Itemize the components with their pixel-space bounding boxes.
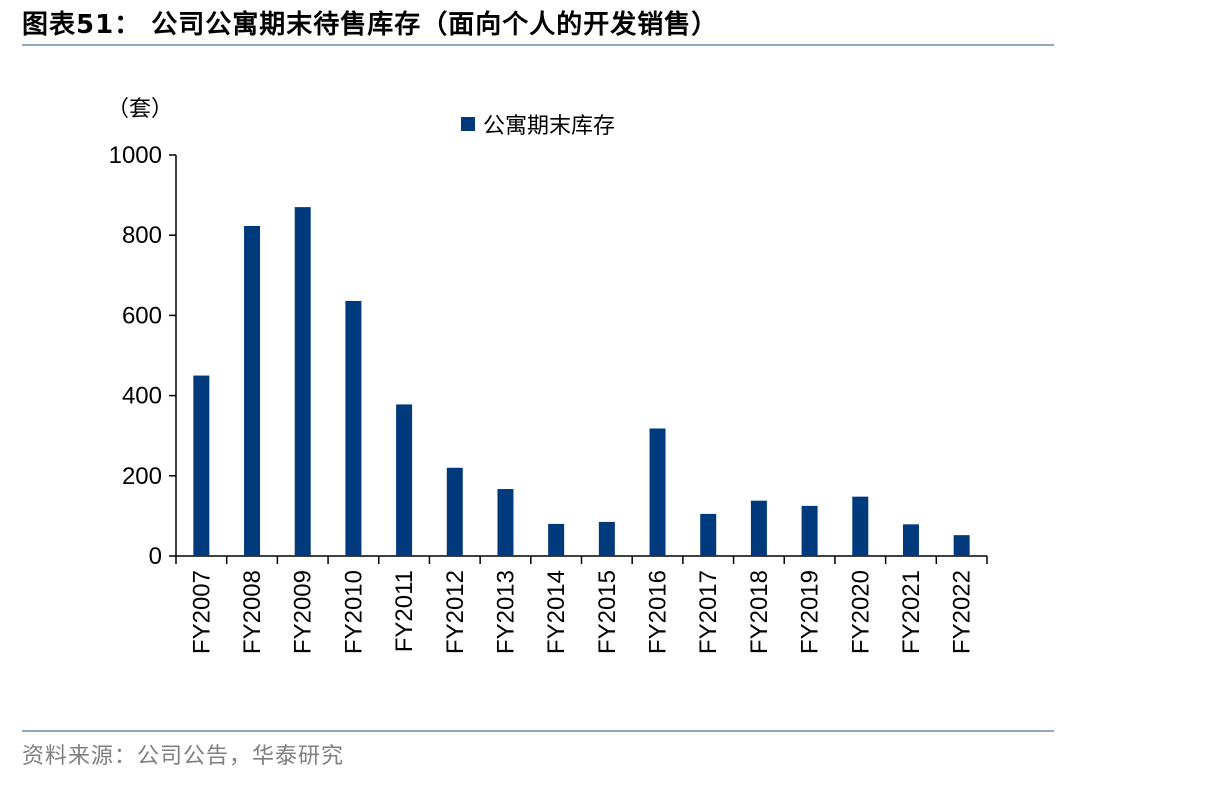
x-tick-label: FY2016 [645,570,672,654]
y-tick-label: 400 [122,383,162,410]
source-divider [22,730,1054,732]
bar [446,467,463,556]
bar [345,300,362,556]
x-tick-label: FY2020 [847,570,874,654]
y-tick-label: 1000 [109,142,162,169]
bar [750,500,767,556]
y-tick-label: 200 [122,463,162,490]
x-tick-label: FY2018 [746,570,773,654]
x-tick-label: FY2022 [949,570,976,654]
x-tick-label: FY2019 [797,570,824,654]
source-note: 资料来源：公司公告，华泰研究 [22,744,345,769]
bar [598,521,615,556]
x-tick-label: FY2011 [391,570,418,652]
x-tick-label: FY2013 [492,570,519,654]
title-divider [22,44,1054,46]
legend-swatch [461,117,475,131]
bar [396,404,413,556]
bar [244,225,261,557]
bar [700,513,717,556]
x-tick-label: FY2010 [340,570,367,654]
bar [497,489,514,556]
x-tick-label: FY2021 [898,570,925,654]
x-tick-label: FY2017 [695,570,722,654]
y-tick-label: 800 [122,222,162,249]
bar [852,496,869,556]
x-tick-label: FY2009 [290,570,317,654]
x-tick-label: FY2012 [442,570,469,654]
x-tick-label: FY2008 [239,570,266,654]
bar [801,505,818,556]
figure-title: 图表51： 公司公寓期末待售库存（面向个人的开发销售） [22,10,719,40]
bar [548,523,565,556]
legend-label: 公寓期末库存 [483,114,615,139]
x-tick-label: FY2014 [543,570,570,654]
bar [294,207,311,556]
bar [649,428,666,556]
x-tick-label: FY2007 [188,570,215,654]
y-tick-label: 600 [122,302,162,329]
bar [193,375,210,556]
bar [953,535,970,556]
bar [902,524,919,556]
y-tick-label: 0 [149,543,162,570]
plot-area: 0 200 400 600 800 1000 FY2007 FY2008 FY2009 FY201… [109,142,988,654]
x-tick-label: FY2015 [594,570,621,654]
y-axis-unit-label: （套） [107,97,173,122]
